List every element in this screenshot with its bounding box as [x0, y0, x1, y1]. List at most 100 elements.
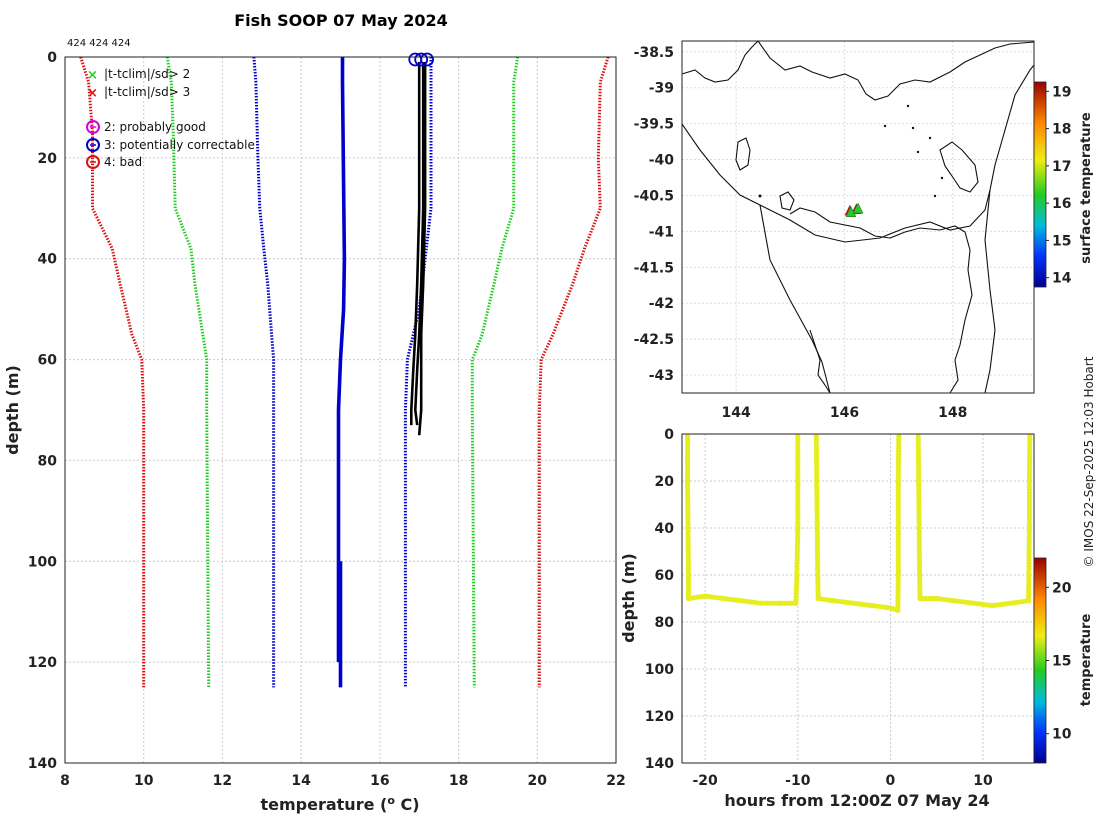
profile-axes-frame: [64, 56, 617, 764]
legend-item-2sd: |t-tclim|/sd> 2: [104, 67, 190, 81]
east-shelf-contour: [984, 189, 996, 394]
profile-legend: × |t-tclim|/sd> 2 × |t-tclim|/sd> 3 2: p…: [86, 67, 255, 169]
island-dot: [758, 194, 762, 198]
profile-x-label-end: C): [395, 795, 420, 814]
map-y-tick-label: -40.5: [634, 188, 674, 204]
profile-line-obs-3: [417, 62, 427, 436]
profile-x-tick-label: 8: [60, 773, 70, 789]
map-island-dots: [758, 104, 944, 198]
map-colorbar-ticks: 14 15 16 17 18 19: [1046, 84, 1072, 287]
legend-magenta-circle-marker: [86, 120, 100, 134]
flinders-island-coast: [939, 141, 979, 193]
map-panel: 144 146 148 -38.5 -39 -39.5 -40 -40.5 -41 -41.5 -4…: [634, 40, 1094, 421]
map-y-tick-label: -40: [649, 153, 675, 169]
timeseries-point: [896, 433, 902, 439]
timeseries-y-tick-label: 120: [645, 709, 674, 725]
map-colorbar-tick-label: 19: [1052, 84, 1071, 100]
profile-panel: 8 10 12 14 16 18 20 22 0 20 40 60 80 100 120 140 × |t-t…: [3, 50, 626, 814]
timeseries-y-tick-label: 0: [664, 427, 674, 443]
map-background: [682, 41, 1034, 393]
timeseries-y-tick-label: 40: [655, 521, 675, 537]
profile-y-axis-label: depth (m): [3, 365, 22, 455]
port-phillip-coast: [757, 40, 1035, 101]
profile-x-tick-label: 16: [370, 773, 389, 789]
map-y-tick-label: -38.5: [634, 45, 674, 61]
chart-title: Fish SOOP 07 May 2024: [234, 11, 448, 30]
legend-item-3sd: |t-tclim|/sd> 3: [104, 85, 190, 99]
timeseries-y-tick-label: 100: [645, 662, 674, 678]
map-coastlines: [681, 40, 1035, 394]
timeseries-x-tick-label: 10: [973, 773, 993, 789]
island-dot: [916, 150, 920, 154]
timeseries-colorbar: [1033, 557, 1047, 764]
profile-y-tick-label: 80: [38, 453, 58, 469]
profile-x-tick-label: 20: [528, 773, 548, 789]
map-colorbar: [1033, 81, 1047, 288]
timeseries-y-tick-label: 80: [655, 615, 675, 631]
profile-y-tick-label: 140: [28, 756, 57, 772]
legend-blue-circle-marker: [86, 138, 100, 152]
profile-flag-marker: [414, 52, 429, 67]
island-dot: [883, 124, 887, 128]
timeseries-x-tick-label: -20: [693, 773, 719, 789]
profile-x-tick-label: 10: [134, 773, 154, 789]
map-x-tick-label: 146: [830, 405, 859, 421]
profile-line-clim-1sd: [403, 57, 433, 688]
legend-item-probably-good: 2: probably good: [104, 120, 206, 134]
profile-series: [79, 56, 610, 688]
timeseries-colorbar-ticks: 10 15 20: [1046, 580, 1072, 743]
timeseries-points: [685, 433, 1033, 613]
timeseries-x-axis-label: hours from 12:00Z 07 May 24: [724, 791, 989, 810]
profile-y-tick-label: 20: [38, 151, 58, 167]
profile-x-label-start: temperature (: [260, 795, 387, 814]
legend-item-bad: 4: bad: [104, 155, 142, 169]
profile-grid: [64, 56, 617, 764]
profile-line-clim-3sd: [79, 56, 146, 688]
profile-line-obs-1: [409, 62, 421, 426]
map-x-tick-label: 148: [938, 405, 967, 421]
three-hummock-island-coast: [779, 191, 795, 211]
map-colorbar-tick-label: 15: [1052, 233, 1071, 249]
legend-red-circle-marker: [86, 155, 100, 169]
map-y-tick-label: -43: [649, 368, 674, 384]
timeseries-x-tick-label: -10: [785, 773, 811, 789]
profile-x-tick-label: 22: [606, 773, 625, 789]
bathymetry-contour: [681, 64, 1035, 243]
profile-x-label-superscript: o: [387, 794, 395, 807]
map-colorbar-tick-label: 16: [1052, 196, 1071, 212]
profile-x-tick-label: 18: [449, 773, 468, 789]
profile-line-climatology: [336, 57, 347, 663]
legend-item-potentially-correctable: 3: potentially correctable: [104, 138, 255, 152]
timeseries-colorbar-tick-label: 15: [1052, 654, 1071, 670]
island-dot: [940, 176, 944, 180]
timeseries-y-tick-label: 20: [655, 474, 675, 490]
legend-green-x-marker: ×: [87, 68, 98, 83]
map-y-tick-label: -39.5: [634, 117, 674, 133]
timeseries-colorbar-tick-label: 20: [1052, 580, 1072, 596]
legend-red-x-marker: ×: [87, 86, 98, 101]
island-dot: [911, 126, 915, 130]
profile-id-label: 424 424 424: [67, 38, 131, 49]
profile-flag-marker: [420, 52, 434, 67]
map-colorbar-tick-label: 14: [1052, 271, 1072, 287]
tasmania-coast: [789, 207, 973, 394]
profile-line-clim-1sd: [252, 56, 276, 688]
profile-y-tick-label: 60: [38, 353, 58, 369]
map-position-marker: [852, 202, 864, 214]
profile-line-clim-3sd: [537, 56, 610, 688]
map-y-tick-label: -42: [649, 296, 674, 312]
profile-tick-labels: 8 10 12 14 16 18 20 22 0 20 40 60 80 100 120 140: [28, 50, 626, 789]
profile-flag-markers: [408, 52, 434, 67]
shelf-edge-contour: [759, 204, 831, 394]
map-colorbar-tick-label: 17: [1052, 159, 1071, 175]
timeseries-y-axis-label: depth (m): [619, 553, 638, 643]
timeseries-y-tick-label: 140: [645, 756, 674, 772]
map-colorbar-tick-label: 18: [1052, 122, 1071, 138]
timeseries-colorbar-label: temperature: [1079, 614, 1094, 707]
island-dot: [933, 194, 937, 198]
map-colorbar-label: surface temperature: [1079, 112, 1094, 264]
map-y-tick-label: -41.5: [634, 260, 674, 276]
profile-y-tick-label: 40: [38, 252, 58, 268]
